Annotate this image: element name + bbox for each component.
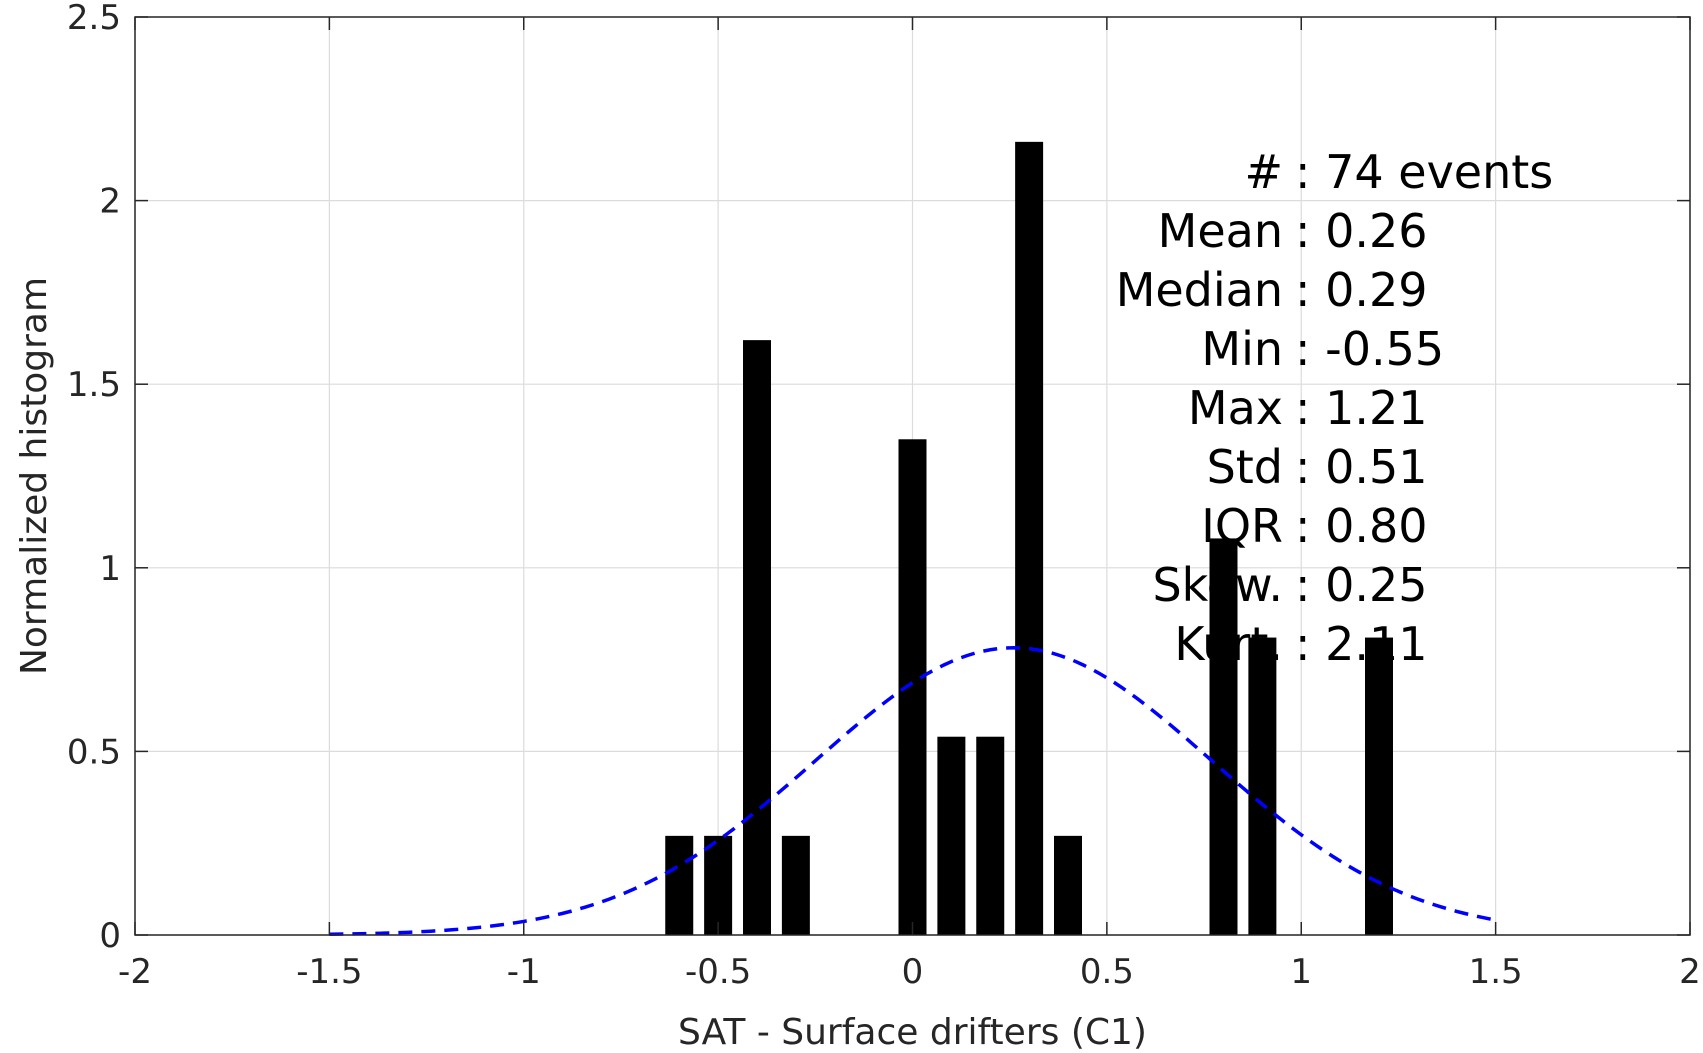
stat-value: : 74 events: [1295, 145, 1553, 199]
y-tick-label: 1.5: [67, 365, 121, 405]
stat-value: : 2.11: [1295, 617, 1428, 671]
x-tick-label: -1.5: [296, 952, 362, 992]
y-tick-labels: 0 0.5 1 1.5 2 2.5: [67, 0, 121, 956]
x-axis-label: SAT - Surface drifters (C1): [678, 1012, 1147, 1053]
x-tick-label: 1: [1290, 952, 1312, 992]
stat-value: : 1.21: [1295, 381, 1428, 435]
histogram-bar-8: [1054, 835, 1082, 935]
histogram-bar-10: [1248, 637, 1277, 935]
stat-label: Skew.: [1152, 558, 1283, 612]
y-tick-label: 0.5: [67, 732, 121, 772]
stat-label: Min: [1201, 322, 1283, 376]
histogram-bar-0: [665, 835, 694, 935]
histogram-bar-9: [1209, 538, 1238, 935]
y-tick-label: 2.5: [67, 0, 121, 38]
x-tick-label: 2: [1679, 952, 1701, 992]
normal-fit-curve: [329, 646, 1496, 936]
histogram-bar-4: [898, 439, 927, 935]
axis-ticks: [134, 16, 1691, 936]
stat-label: Max: [1188, 381, 1283, 435]
stat-label: Std: [1207, 440, 1283, 494]
x-tick-label: -0.5: [685, 952, 751, 992]
histogram-bar-11: [1365, 637, 1393, 935]
histogram-bar-2: [743, 340, 771, 935]
y-axis-label: Normalized histogram: [14, 277, 55, 675]
stat-value: : 0.51: [1295, 440, 1428, 494]
stat-label: #: [1244, 145, 1283, 199]
stat-value: : 0.80: [1295, 499, 1428, 553]
histogram-bar-7: [1015, 141, 1044, 935]
x-tick-label: 0: [902, 952, 924, 992]
histogram-bar-3: [781, 835, 810, 935]
stat-label: IQR: [1201, 499, 1283, 553]
histogram-bar-6: [976, 736, 1005, 935]
y-tick-label: 1: [99, 549, 121, 589]
x-tick-label: -1: [507, 952, 541, 992]
stat-label: Mean: [1158, 204, 1283, 258]
stat-value: : -0.55: [1295, 322, 1444, 376]
y-tick-label: 0: [99, 916, 121, 956]
x-tick-labels: -2 -1.5 -1 -0.5 0 0.5 1 1.5 2: [118, 952, 1701, 992]
stat-label: Kurt.: [1174, 617, 1283, 671]
stat-value: : 0.26: [1295, 204, 1428, 258]
y-tick-label: 2: [99, 182, 121, 222]
histogram-bar-1: [704, 835, 733, 935]
stat-label: Median: [1116, 263, 1283, 317]
x-tick-label: 1.5: [1469, 952, 1523, 992]
stat-value: : 0.29: [1295, 263, 1428, 317]
x-tick-label: -2: [118, 952, 152, 992]
stat-value: : 0.25: [1295, 558, 1428, 612]
histogram-bars: [665, 141, 1393, 935]
histogram-bar-5: [937, 736, 966, 935]
x-tick-label: 0.5: [1080, 952, 1134, 992]
